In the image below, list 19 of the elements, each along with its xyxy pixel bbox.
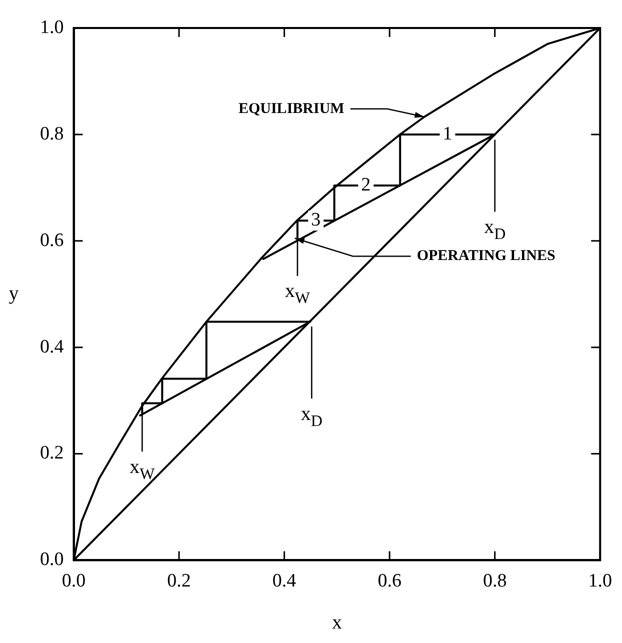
x-axis-title: x: [332, 611, 342, 634]
annotation: 3: [311, 210, 321, 231]
x-tick-label: 0.6: [378, 570, 402, 592]
y-tick-label: 0.2: [40, 442, 64, 464]
x-tick-label: 0.8: [482, 570, 507, 592]
y-axis-title: y: [8, 282, 19, 304]
x-tick-label: 0.2: [167, 570, 191, 592]
y-tick-label: 0.4: [40, 336, 64, 358]
annotation: OPERATING LINES: [416, 248, 556, 264]
x-tick-label: 0.4: [272, 570, 297, 592]
y-tick-label: 0.6: [40, 230, 64, 251]
y-tick-label: 0.0: [40, 549, 64, 570]
annotation: 1: [442, 123, 452, 144]
annotation: 2: [361, 174, 371, 196]
x-tick-label: 0.0: [62, 570, 86, 592]
y-tick-label: 1.0: [40, 16, 64, 38]
x-tick-label: 1.0: [588, 570, 612, 592]
annotation: EQUILIBRIUM: [238, 100, 344, 117]
y-tick-label: 0.8: [40, 123, 64, 144]
